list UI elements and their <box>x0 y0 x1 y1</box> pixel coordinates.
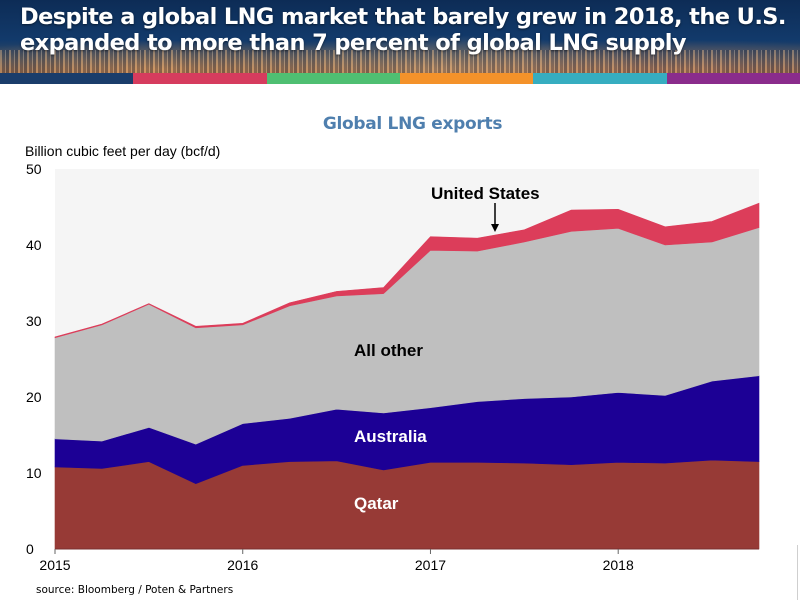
y-tick-label: 40 <box>26 237 42 253</box>
color-strip-segment <box>666 73 800 84</box>
annotation-arrow-head <box>491 224 499 232</box>
header-banner <box>0 0 800 73</box>
annotation-label: United States <box>431 184 540 203</box>
y-axis-label: Billion cubic feet per day (bcf/d) <box>25 143 221 159</box>
series-label-australia: Australia <box>354 427 427 446</box>
slide-title: Despite a global LNG market that barely … <box>20 4 790 56</box>
x-tick-label: 2016 <box>227 557 258 573</box>
x-tick-label: 2015 <box>39 557 70 573</box>
color-strip <box>0 73 800 84</box>
y-tick-label: 10 <box>26 465 42 481</box>
banner-city-lights <box>0 50 800 73</box>
slide-title-line-1: Despite a global LNG market that barely … <box>20 4 786 30</box>
area-qatar <box>54 459 760 550</box>
x-tick-label: 2017 <box>415 557 446 573</box>
series-label-qatar: Qatar <box>354 494 399 513</box>
slide-title-line-2: expanded to more than 7 percent of globa… <box>20 30 687 56</box>
color-strip-segment <box>133 73 267 84</box>
x-tick-label: 2018 <box>603 557 634 573</box>
y-tick-label: 0 <box>26 541 34 557</box>
slide-edge-line <box>797 545 798 600</box>
source-note: source: Bloomberg / Poten & Partners <box>36 584 234 596</box>
y-tick-label: 50 <box>26 161 42 177</box>
color-strip-segment <box>0 73 134 84</box>
y-tick-label: 30 <box>26 313 42 329</box>
color-strip-segment <box>266 73 400 84</box>
color-strip-segment <box>399 73 534 84</box>
area-united-states <box>54 202 760 339</box>
series-label-all-other: All other <box>354 341 423 360</box>
chart-title: Global LNG exports <box>322 114 503 134</box>
color-strip-segment <box>533 73 667 84</box>
y-tick-label: 20 <box>26 389 42 405</box>
